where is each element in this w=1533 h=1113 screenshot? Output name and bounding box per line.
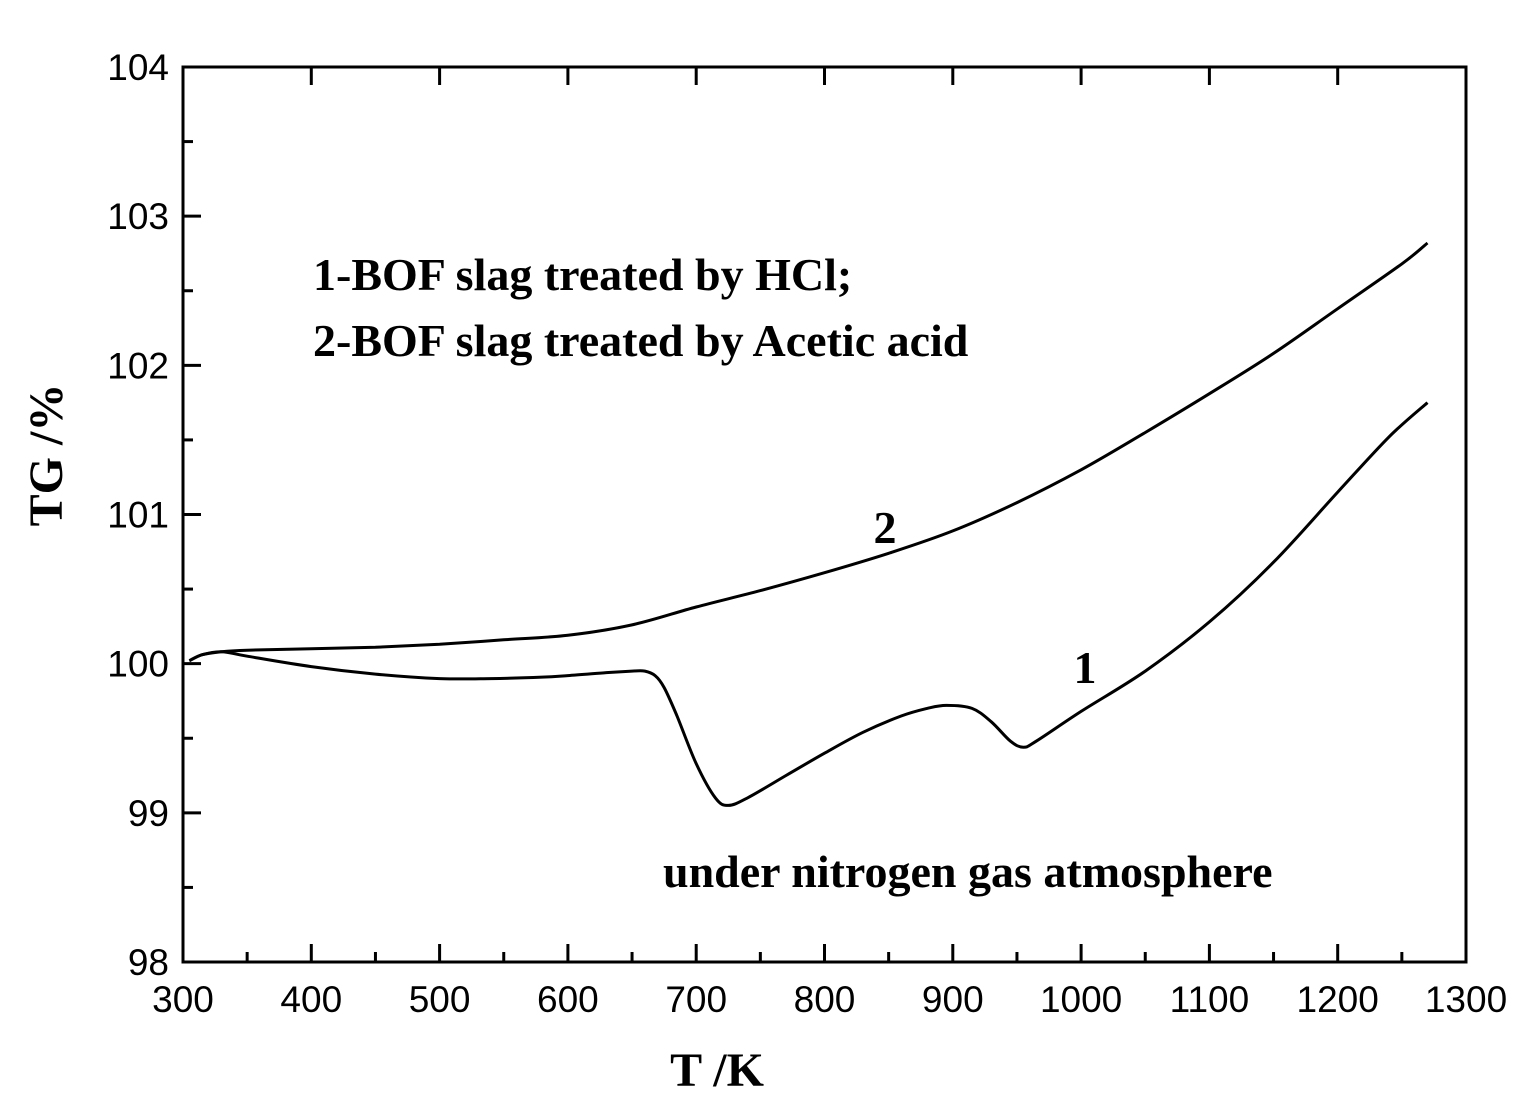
plot-frame <box>181 65 1468 964</box>
x-tick-label: 700 <box>665 979 727 1020</box>
x-tick-label: 600 <box>537 979 599 1020</box>
x-tick-label: 1100 <box>1170 979 1250 1020</box>
x-tick-label: 800 <box>794 979 856 1020</box>
series-curves <box>188 241 1429 807</box>
x-tick-label: 500 <box>409 979 471 1020</box>
x-tick-label: 1200 <box>1297 979 1379 1020</box>
x-axis-title: T /K <box>670 1044 764 1097</box>
legend-line-2: 2-BOF slag treated by Acetic acid <box>313 315 969 366</box>
x-tick-label: 1300 <box>1425 979 1507 1020</box>
y-tick-label: 103 <box>107 196 169 237</box>
x-tick-label: 400 <box>280 979 342 1020</box>
y-tick-label: 98 <box>128 942 169 983</box>
series-line-1 <box>188 401 1429 807</box>
tick-labels: 300 400 500 600 700 800 900 1000 1100 1200 1300989… <box>107 47 1507 1020</box>
x-tick-label: 900 <box>922 979 984 1020</box>
x-tick-label: 1000 <box>1040 979 1122 1020</box>
series-label-2: 2 <box>874 502 897 553</box>
series-line-2 <box>188 241 1429 663</box>
series-label-1: 1 <box>1074 642 1097 693</box>
y-tick-label: 102 <box>107 345 169 386</box>
axis-ticks <box>181 65 1468 964</box>
y-tick-label: 99 <box>128 793 169 834</box>
y-axis-title: TG /% <box>20 384 73 527</box>
y-tick-label: 101 <box>107 495 169 536</box>
legend-line-1: 1-BOF slag treated by HCl; <box>313 249 852 300</box>
atmosphere-note: under nitrogen gas atmosphere <box>663 846 1273 897</box>
y-tick-label: 100 <box>107 644 169 685</box>
y-tick-label: 104 <box>107 47 169 88</box>
x-tick-label: 300 <box>152 979 214 1020</box>
